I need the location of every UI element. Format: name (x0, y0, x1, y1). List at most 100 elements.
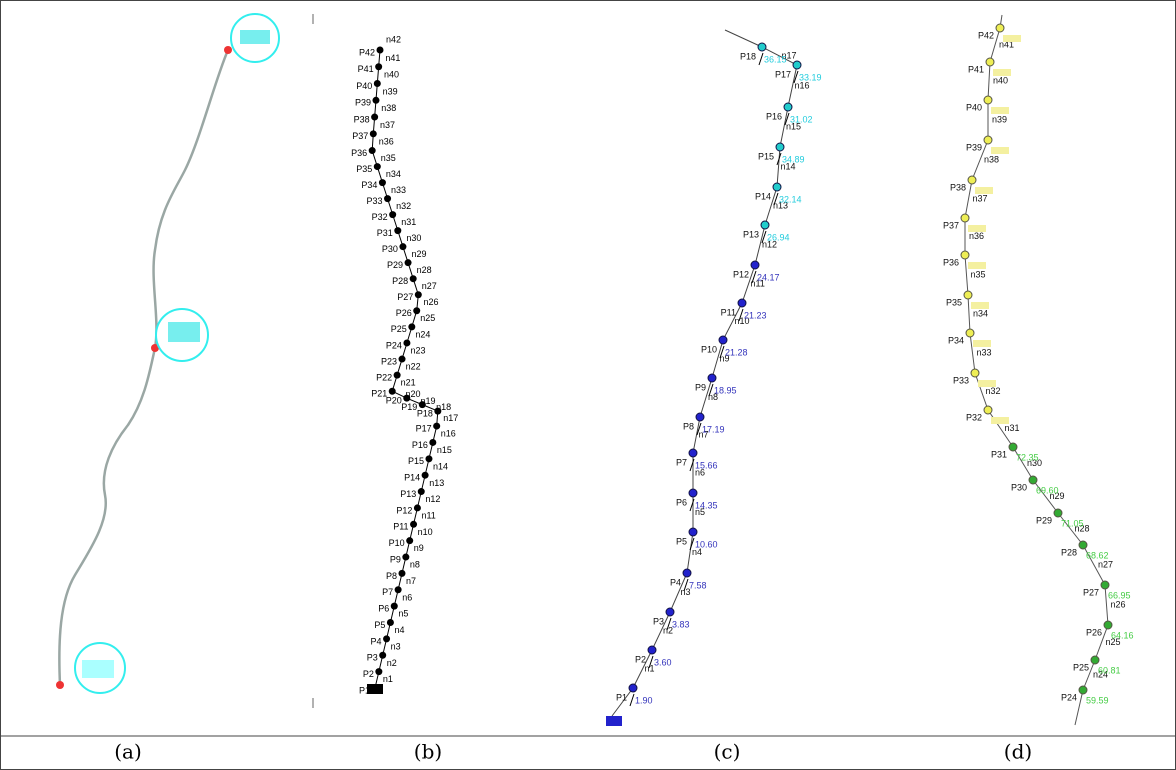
pipe-label: P8 (683, 421, 694, 431)
pipe-label: P25 (391, 324, 407, 334)
pipe-value: 71.05 (1061, 518, 1084, 528)
node (983, 405, 993, 415)
node (688, 448, 698, 458)
node (985, 57, 995, 67)
node (688, 527, 698, 537)
node (406, 537, 414, 545)
node (414, 291, 422, 299)
node (1078, 540, 1088, 550)
pipe-tick (793, 70, 799, 84)
pipe-label: P19 (401, 402, 417, 412)
junction-label: n34 (973, 308, 988, 318)
node (375, 63, 383, 71)
pipe-label: P5 (676, 536, 687, 546)
junction-label: n4 (394, 625, 404, 635)
junction-label: n5 (398, 609, 408, 619)
node (408, 323, 416, 331)
junction-label: n9 (414, 543, 424, 553)
node (983, 135, 993, 145)
pipe-value: 7.58 (689, 580, 707, 590)
junction-label: n16 (795, 80, 810, 90)
pipe-label: P27 (397, 292, 413, 302)
pipe-label: P6 (676, 497, 687, 507)
junction-label: n6 (402, 592, 412, 602)
pipe-label: P29 (387, 260, 403, 270)
node (783, 102, 793, 112)
node (151, 344, 159, 352)
junction-label: n7 (699, 429, 709, 439)
pipe-value-faint (991, 147, 1009, 154)
pipe-label: P13 (743, 229, 759, 239)
pipe-label: P8 (386, 571, 397, 581)
pipe-label: P9 (390, 554, 401, 564)
junction-label: n15 (786, 121, 801, 131)
node (425, 455, 433, 463)
pipe-value-faint (991, 107, 1009, 114)
pipe-tick (776, 152, 782, 166)
junction-label: n25 (1106, 637, 1121, 647)
node (967, 175, 977, 185)
pipe-label: P11 (721, 307, 736, 317)
pipe-value: 32.14 (779, 194, 802, 204)
pipe-label: P38 (354, 114, 370, 124)
node (413, 504, 421, 512)
junction-label: n30 (406, 233, 421, 243)
pipe-label: P17 (775, 69, 791, 79)
junction-label: n7 (406, 576, 416, 586)
pipe-value-faint (971, 302, 989, 309)
node (995, 23, 1005, 33)
pipe-tick (738, 308, 744, 322)
pipe-label: P15 (408, 456, 424, 466)
pipe-value: 21.23 (744, 310, 767, 320)
node (963, 290, 973, 300)
pipe-label: P15 (758, 151, 774, 161)
node (1100, 580, 1110, 590)
node (1053, 508, 1063, 518)
junction-label: n16 (441, 429, 456, 439)
pipe-label: P31 (377, 228, 393, 238)
junction-label: n36 (379, 137, 394, 147)
node (379, 651, 387, 659)
pipe-value: 59.59 (1086, 695, 1109, 705)
node (772, 182, 782, 192)
junction-label: n10 (735, 316, 750, 326)
pipe-value-faint (1003, 35, 1021, 42)
pipe-label: P24 (1061, 692, 1077, 702)
junction-label: n6 (695, 467, 705, 477)
pipe-label: P22 (376, 373, 392, 383)
pipe-label: P27 (1083, 587, 1099, 597)
pipe-value: 36.15 (764, 54, 787, 64)
node (421, 471, 429, 479)
node (410, 520, 418, 528)
node (417, 488, 425, 496)
pipe-value-faint (975, 187, 993, 194)
junction-label: n35 (381, 153, 396, 163)
info-fill (82, 660, 114, 678)
junction-label: n5 (695, 507, 705, 517)
pipe-value: 68.62 (1086, 550, 1109, 560)
junction-label: n24 (1093, 669, 1108, 679)
junction-label: n8 (410, 560, 420, 570)
node (688, 488, 698, 498)
pipe-value: 10.60 (695, 539, 718, 549)
pipe-label: P24 (386, 340, 402, 350)
pipe-value: 33.19 (799, 72, 822, 82)
node (224, 46, 232, 54)
pipe-value: 15.66 (695, 460, 718, 470)
pipe-tick (773, 192, 779, 206)
node (429, 438, 437, 446)
junction-label: n17 (782, 50, 797, 60)
pipe-label: P41 (358, 64, 374, 74)
pipe-label: P2 (635, 654, 646, 664)
junction-label: n33 (391, 185, 406, 195)
pipe-tick (683, 578, 689, 592)
node (1103, 620, 1113, 630)
junction-label: n25 (420, 313, 435, 323)
pipe-label: P10 (389, 538, 405, 548)
pipe-tick (751, 270, 757, 284)
pipe-label: P13 (400, 489, 416, 499)
junction-label: n31 (1005, 423, 1020, 433)
node (373, 163, 381, 171)
pipe-value: 34.89 (782, 154, 805, 164)
